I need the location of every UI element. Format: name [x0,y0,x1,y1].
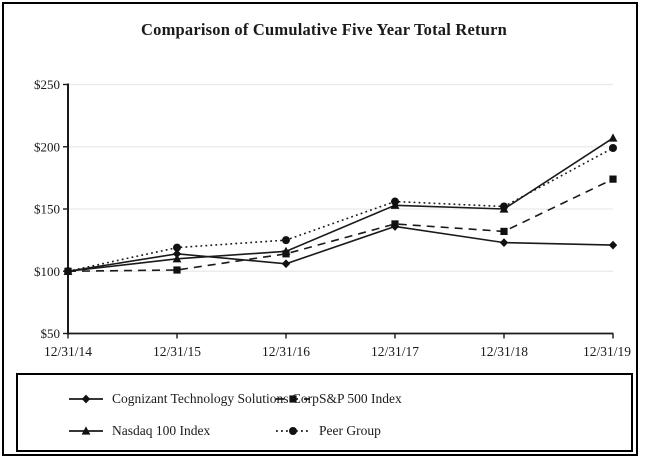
data-point-square [609,175,617,183]
series-line-diamond [67,225,614,273]
legend-marker-square [289,395,297,403]
legend-entry-peer-group: Peer Group [275,423,381,439]
dotted-line-circle-marker-icon [276,427,310,435]
legend-entry-nasdaq: Nasdaq 100 Index [68,423,210,439]
x-tick-label: 12/31/17 [371,344,419,359]
series-line-triangle [67,137,614,273]
data-point-diamond [608,240,618,250]
legend-label-peer-group: Peer Group [319,423,381,438]
data-point-circle [500,202,508,211]
data-point-diamond [172,249,182,259]
legend-marker-diamond [81,394,91,404]
data-point-circle [609,143,617,152]
data-point-triangle [172,254,182,263]
data-point-square [500,227,508,236]
x-tick-label: 12/31/16 [262,344,310,359]
x-tick-label: 12/31/15 [153,344,201,359]
data-point-square [391,220,399,228]
legend-label-cognizant: Cognizant Technology Solutions Corp [112,391,319,406]
data-point-circle [282,236,290,245]
y-tick-label: $50 [41,326,61,341]
solid-line-diamond-marker-icon [69,394,103,404]
legend-box: Cognizant Technology Solutions Corp S&P … [16,373,633,452]
legend-entry-sp500: S&P 500 Index [275,391,402,407]
data-point-diamond [499,238,509,248]
y-tick-label: $100 [34,264,60,279]
x-tick-label: 12/31/14 [44,344,92,359]
x-tick-label: 12/31/19 [583,344,631,359]
series-line-circle [67,147,614,273]
data-point-circle [391,197,399,206]
chart-title: Comparison of Cumulative Five Year Total… [141,20,507,39]
data-point-triangle [608,133,618,142]
y-tick-label: $200 [34,139,60,154]
data-point-circle [64,267,72,276]
series-line-square [67,178,614,273]
legend-label-sp500: S&P 500 Index [319,391,402,406]
y-tick-label: $150 [34,202,60,217]
legend-marker-triangle [81,426,91,435]
legend-marker-circle [289,427,297,435]
data-point-diamond [281,259,291,269]
data-point-circle [173,243,181,252]
solid-line-triangle-marker-icon [69,426,103,435]
dashed-line-square-marker-icon [276,395,310,403]
data-point-square [173,266,181,274]
x-tick-label: 12/31/18 [480,344,528,359]
legend-entry-cognizant: Cognizant Technology Solutions Corp [68,391,319,407]
data-point-square [282,250,290,258]
legend-label-nasdaq: Nasdaq 100 Index [112,423,211,438]
line-chart: $50 $100 $150 $200 $250 12/31/14 12/31/15 12/31… [34,77,631,359]
y-tick-label: $250 [34,77,60,92]
